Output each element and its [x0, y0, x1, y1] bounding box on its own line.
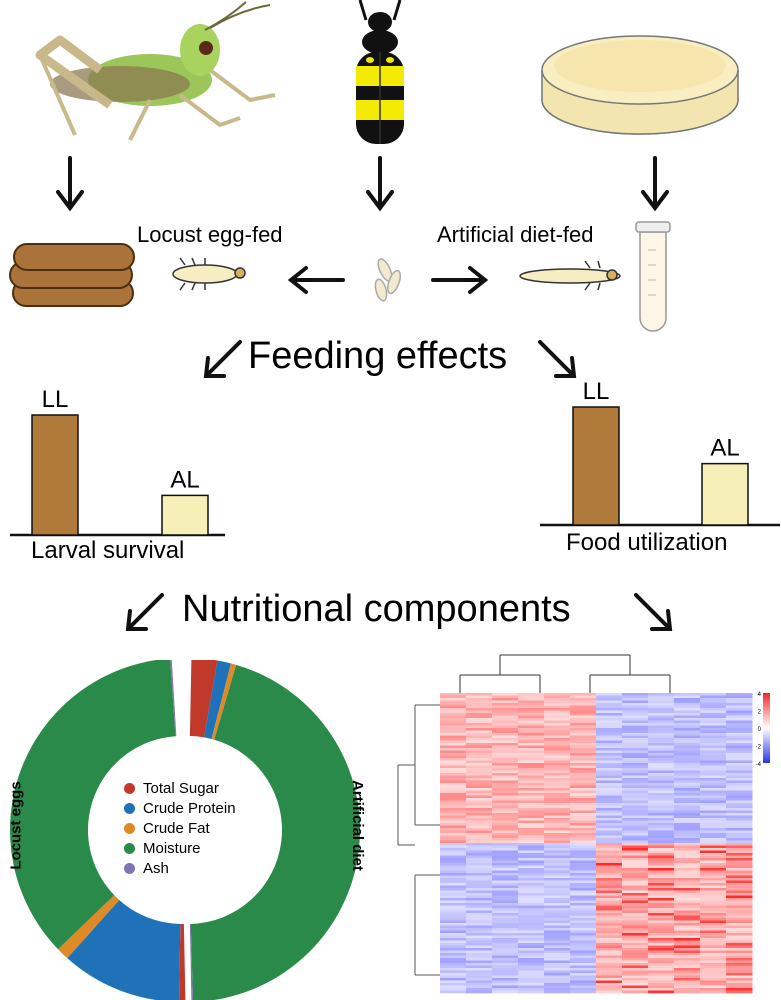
nutrition-arrows	[125, 593, 673, 631]
donut-slice-locust-eggs	[170, 660, 177, 737]
scale-tick: -4	[756, 762, 762, 768]
locust-eggs-label: Locust eggs	[7, 781, 25, 870]
donut-slice-artificial-diet	[189, 660, 218, 738]
down-arrow-icon	[56, 156, 669, 212]
right-arrow-icon	[431, 266, 489, 294]
legend-swatch	[124, 783, 135, 794]
legend-label: Moisture	[143, 840, 201, 857]
bar-charts: LL AL LL AL	[10, 380, 780, 537]
larva-icon	[519, 260, 621, 291]
heatmap-cells	[440, 693, 753, 994]
diagonal-arrow-icon	[125, 593, 673, 631]
legend-item: Crude Fat	[124, 820, 236, 837]
scale-tick: 4	[758, 692, 762, 698]
legend-label: Total Sugar	[143, 780, 219, 797]
heatmap-color-scale	[763, 693, 770, 763]
donut-slice-locust-eggs	[58, 895, 120, 959]
donut-slice-artificial-diet	[204, 660, 231, 739]
feeding-effects-heading: Feeding effects	[248, 335, 508, 377]
legend-swatch	[124, 823, 135, 834]
grasshopper-icon	[35, 1, 276, 141]
artificial-diet-label: Artificial diet	[348, 780, 366, 871]
legend-item: Ash	[124, 860, 236, 877]
nutritional-components-heading: Nutritional components	[182, 588, 571, 630]
scale-tick: 0	[758, 727, 762, 733]
bar-al	[701, 462, 749, 526]
legend-item: Crude Protein	[124, 800, 236, 817]
left-arrow-icon	[287, 266, 345, 294]
donut-legend: Total Sugar Crude Protein Crude Fat Moistur…	[124, 777, 236, 880]
legend-label: Crude Fat	[143, 820, 210, 837]
legend-swatch	[124, 843, 135, 854]
test-tube-icon	[635, 221, 671, 332]
column-dendrogram	[459, 654, 671, 693]
feeding-arrows	[203, 340, 577, 378]
legend-swatch	[124, 863, 135, 874]
top-illustrations	[9, 0, 739, 332]
legend-label: Ash	[143, 860, 169, 877]
donut-slice-artificial-diet	[189, 923, 193, 1000]
bar-label: LL	[583, 380, 610, 405]
heatmap: 4 2 0 -2 -4	[397, 654, 770, 994]
locust-egg-fed-label: Locust egg-fed	[137, 222, 283, 247]
blister-beetle-icon	[356, 0, 404, 144]
scale-tick: 2	[758, 710, 762, 716]
legend-item: Moisture	[124, 840, 236, 857]
petri-dish-icon	[541, 35, 739, 135]
bar-al	[161, 494, 209, 536]
legend-label: Crude Protein	[143, 800, 236, 817]
donut-slice-artificial-diet	[211, 663, 237, 740]
bar-label: LL	[42, 386, 69, 413]
diagonal-arrow-icon	[203, 340, 577, 378]
bar-ll	[31, 414, 79, 536]
donut-slice-locust-eggs	[179, 923, 186, 1000]
donut-slice-locust-eggs	[10, 660, 176, 950]
legend-item: Total Sugar	[124, 780, 236, 797]
bar-ll	[572, 406, 620, 526]
donut-chart	[10, 660, 360, 1000]
artificial-diet-fed-label: Artificial diet-fed	[437, 222, 594, 247]
larval-survival-title: Larval survival	[31, 537, 185, 564]
donut-slice-artificial-diet	[190, 664, 360, 1000]
food-utilization-title: Food utilization	[566, 529, 728, 556]
eggs-icon	[374, 258, 401, 302]
bar-label: AL	[170, 466, 199, 493]
larva-icon	[172, 257, 246, 291]
row-dendrogram	[397, 704, 440, 976]
donut-slice-locust-eggs	[67, 900, 181, 1000]
scale-tick: -2	[756, 745, 762, 751]
bar-label: AL	[710, 435, 739, 462]
legend-swatch	[124, 803, 135, 814]
egg-pods-icon	[9, 243, 135, 307]
